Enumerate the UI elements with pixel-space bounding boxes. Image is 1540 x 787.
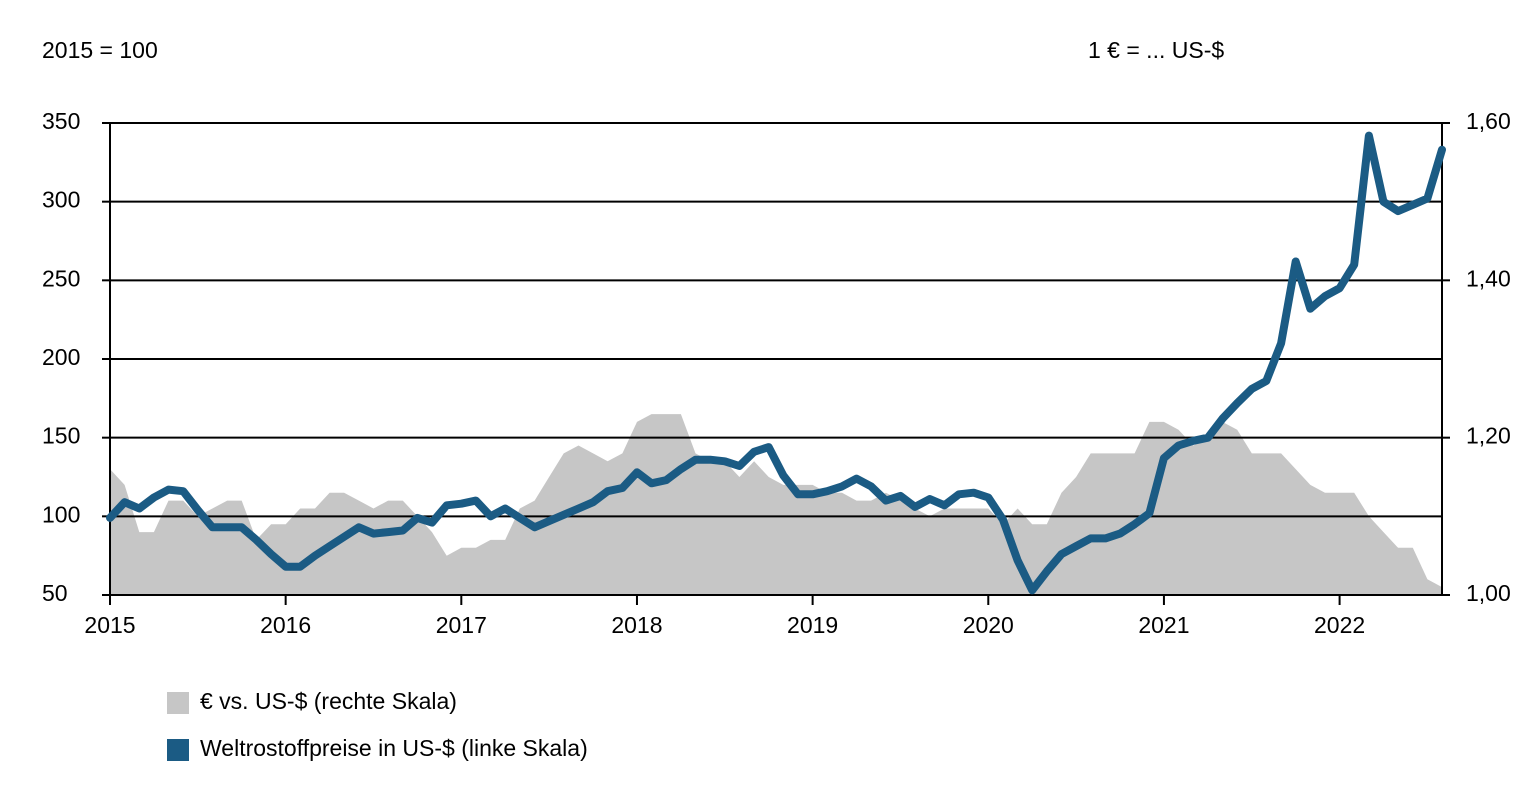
y-tick-label: 300 [42, 187, 80, 213]
legend-label: Weltrostoffpreise in US-$ (linke Skala) [200, 735, 588, 761]
y-tick-label: 250 [42, 265, 80, 291]
y-axis-title: 2015 = 100 [42, 37, 158, 63]
x-tick-label: 2015 [84, 612, 135, 638]
y2-tick-label: 1,20 [1466, 423, 1511, 449]
x-tick-label: 2022 [1314, 612, 1365, 638]
line [106, 131, 1446, 595]
x-tick-label: 2021 [1138, 612, 1189, 638]
y-tick-label: 200 [42, 344, 80, 370]
y2-axis-title: 1 € = ... US-$ [1088, 37, 1224, 63]
y-tick-label: 350 [42, 108, 80, 134]
y2-tick-label: 1,60 [1466, 108, 1511, 134]
y-tick-label: 100 [42, 501, 80, 527]
x-tick-label: 2017 [436, 612, 487, 638]
x-tick-label: 2018 [611, 612, 662, 638]
x-tick-label: 2016 [260, 612, 311, 638]
x-tick-label: 2020 [963, 612, 1014, 638]
legend-swatch [167, 692, 189, 714]
legend-label: € vs. US-$ (rechte Skala) [200, 688, 457, 714]
legend-swatch [167, 739, 189, 761]
x-tick-label: 2019 [787, 612, 838, 638]
y2-tick-label: 1,00 [1466, 580, 1511, 606]
y-tick-label: 50 [42, 580, 68, 606]
area [110, 414, 1442, 595]
y-tick-label: 150 [42, 423, 80, 449]
y2-tick-label: 1,40 [1466, 265, 1511, 291]
